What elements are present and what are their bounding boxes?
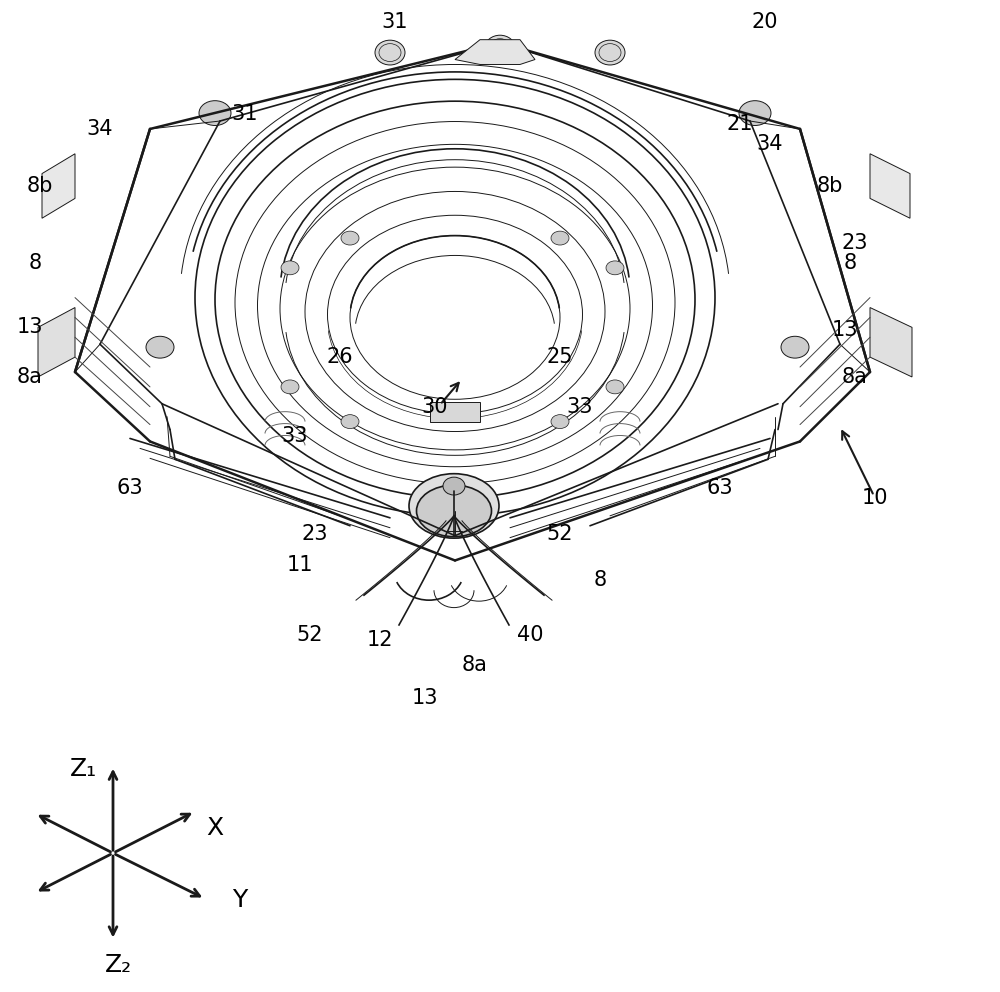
Text: 25: 25 xyxy=(547,347,573,367)
Ellipse shape xyxy=(886,185,904,202)
Polygon shape xyxy=(870,308,912,377)
Ellipse shape xyxy=(485,36,515,61)
Ellipse shape xyxy=(606,261,624,275)
Text: Z₁: Z₁ xyxy=(69,757,97,781)
Ellipse shape xyxy=(375,41,405,65)
Text: 40: 40 xyxy=(517,625,543,645)
Text: Y: Y xyxy=(232,888,248,912)
Ellipse shape xyxy=(281,261,299,275)
Text: 63: 63 xyxy=(117,478,143,498)
Text: 13: 13 xyxy=(412,688,438,708)
Ellipse shape xyxy=(146,336,174,358)
Ellipse shape xyxy=(606,380,624,394)
Polygon shape xyxy=(455,40,535,64)
Ellipse shape xyxy=(551,415,569,429)
Text: 34: 34 xyxy=(757,134,783,154)
Text: 21: 21 xyxy=(727,114,753,134)
Text: 13: 13 xyxy=(832,320,858,340)
Text: 33: 33 xyxy=(282,427,308,446)
Text: Z₂: Z₂ xyxy=(104,953,132,977)
Text: 34: 34 xyxy=(87,119,113,139)
Polygon shape xyxy=(38,308,75,377)
Text: 8b: 8b xyxy=(817,177,843,196)
Text: 52: 52 xyxy=(547,524,573,544)
Text: 8: 8 xyxy=(593,570,607,590)
Text: 8a: 8a xyxy=(462,655,488,675)
Text: 26: 26 xyxy=(327,347,353,367)
Ellipse shape xyxy=(341,231,359,245)
Ellipse shape xyxy=(595,41,625,65)
Text: 33: 33 xyxy=(567,397,593,417)
Ellipse shape xyxy=(551,231,569,245)
Ellipse shape xyxy=(781,336,809,358)
Text: 23: 23 xyxy=(302,524,328,544)
Text: 8: 8 xyxy=(843,253,857,273)
Ellipse shape xyxy=(443,477,465,495)
Ellipse shape xyxy=(409,474,499,538)
Text: 52: 52 xyxy=(297,625,323,645)
Text: 20: 20 xyxy=(752,12,778,32)
Polygon shape xyxy=(870,154,910,218)
Text: 30: 30 xyxy=(422,397,448,417)
Text: 23: 23 xyxy=(842,233,868,253)
Ellipse shape xyxy=(199,101,231,125)
Ellipse shape xyxy=(341,415,359,429)
Ellipse shape xyxy=(281,380,299,394)
Text: 31: 31 xyxy=(232,104,258,124)
Polygon shape xyxy=(42,154,75,218)
Text: 8: 8 xyxy=(28,253,42,273)
Ellipse shape xyxy=(739,101,771,125)
Text: 31: 31 xyxy=(382,12,408,32)
Polygon shape xyxy=(430,402,480,422)
Text: 13: 13 xyxy=(17,317,43,337)
Ellipse shape xyxy=(416,485,492,537)
Text: 8a: 8a xyxy=(842,367,868,387)
Text: 8a: 8a xyxy=(17,367,43,387)
Text: 8b: 8b xyxy=(27,177,53,196)
Text: 12: 12 xyxy=(367,630,393,650)
Text: 11: 11 xyxy=(287,556,313,575)
Text: 10: 10 xyxy=(862,488,888,508)
Text: 63: 63 xyxy=(707,478,733,498)
Ellipse shape xyxy=(46,185,64,202)
Text: X: X xyxy=(206,816,224,840)
